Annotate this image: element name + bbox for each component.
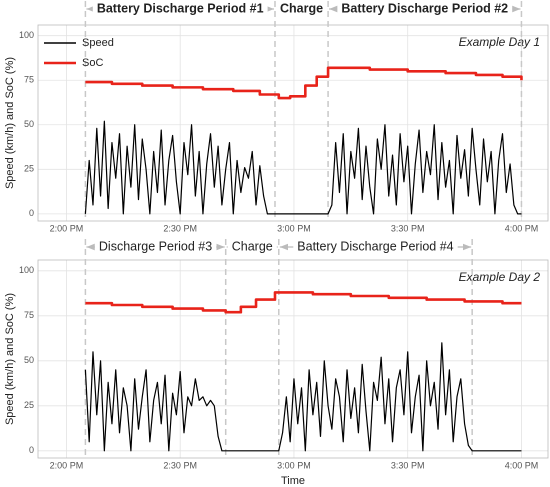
period-label-bg bbox=[94, 239, 217, 254]
period-label: Charge bbox=[232, 239, 273, 253]
y-axis-label: Speed (km/h) and SoC (%) bbox=[4, 293, 16, 425]
series-line bbox=[85, 291, 522, 314]
y-tick-label: 100 bbox=[19, 265, 34, 275]
y-tick-label: 50 bbox=[24, 119, 34, 129]
x-tick-label: 3:00 PM bbox=[277, 223, 311, 233]
period-label: Battery Discharge Period #1 bbox=[97, 1, 264, 15]
y-tick-label: 75 bbox=[24, 310, 34, 320]
period-label-bg bbox=[337, 1, 513, 16]
plot-area bbox=[38, 25, 548, 221]
x-tick-label: 3:30 PM bbox=[391, 223, 425, 233]
period-label: Charge bbox=[280, 1, 323, 15]
period-label: Discharge Period #3 bbox=[99, 239, 212, 253]
period-label-bg bbox=[227, 239, 277, 254]
y-tick-label: 0 bbox=[29, 208, 34, 218]
period-label: Battery Discharge Period #4 bbox=[297, 239, 453, 253]
y-tick-label: 100 bbox=[19, 30, 34, 40]
y-tick-label: 25 bbox=[24, 164, 34, 174]
y-tick-label: 75 bbox=[24, 75, 34, 85]
y-tick-label: 0 bbox=[29, 445, 34, 455]
x-tick-label: 2:30 PM bbox=[163, 223, 197, 233]
period-label-bg bbox=[92, 1, 268, 16]
series-line bbox=[84, 120, 522, 215]
x-tick-label: 4:00 PM bbox=[505, 223, 539, 233]
plot-border bbox=[37, 259, 549, 459]
x-tick-label: 4:00 PM bbox=[505, 460, 539, 470]
period-label: Battery Discharge Period #2 bbox=[341, 1, 508, 15]
plot-border bbox=[37, 24, 549, 222]
panel-title: Example Day 2 bbox=[459, 270, 541, 284]
series-line bbox=[85, 66, 523, 100]
x-tick-label: 2:00 PM bbox=[50, 223, 84, 233]
panel-title: Example Day 1 bbox=[459, 35, 540, 49]
x-tick-label: 3:00 PM bbox=[277, 460, 311, 470]
x-tick-label: 2:00 PM bbox=[50, 460, 84, 470]
x-axis-label: Time bbox=[281, 475, 305, 487]
series-line bbox=[84, 342, 522, 452]
y-tick-label: 25 bbox=[24, 400, 34, 410]
y-axis-label: Speed (km/h) and SoC (%) bbox=[4, 57, 16, 189]
legend-label: SoC bbox=[82, 57, 103, 69]
legend-label: Speed bbox=[82, 37, 114, 49]
x-tick-label: 3:30 PM bbox=[391, 460, 425, 470]
period-label-bg bbox=[275, 1, 328, 16]
x-tick-label: 2:30 PM bbox=[163, 460, 197, 470]
period-label-bg bbox=[293, 239, 458, 254]
y-tick-label: 50 bbox=[24, 355, 34, 365]
